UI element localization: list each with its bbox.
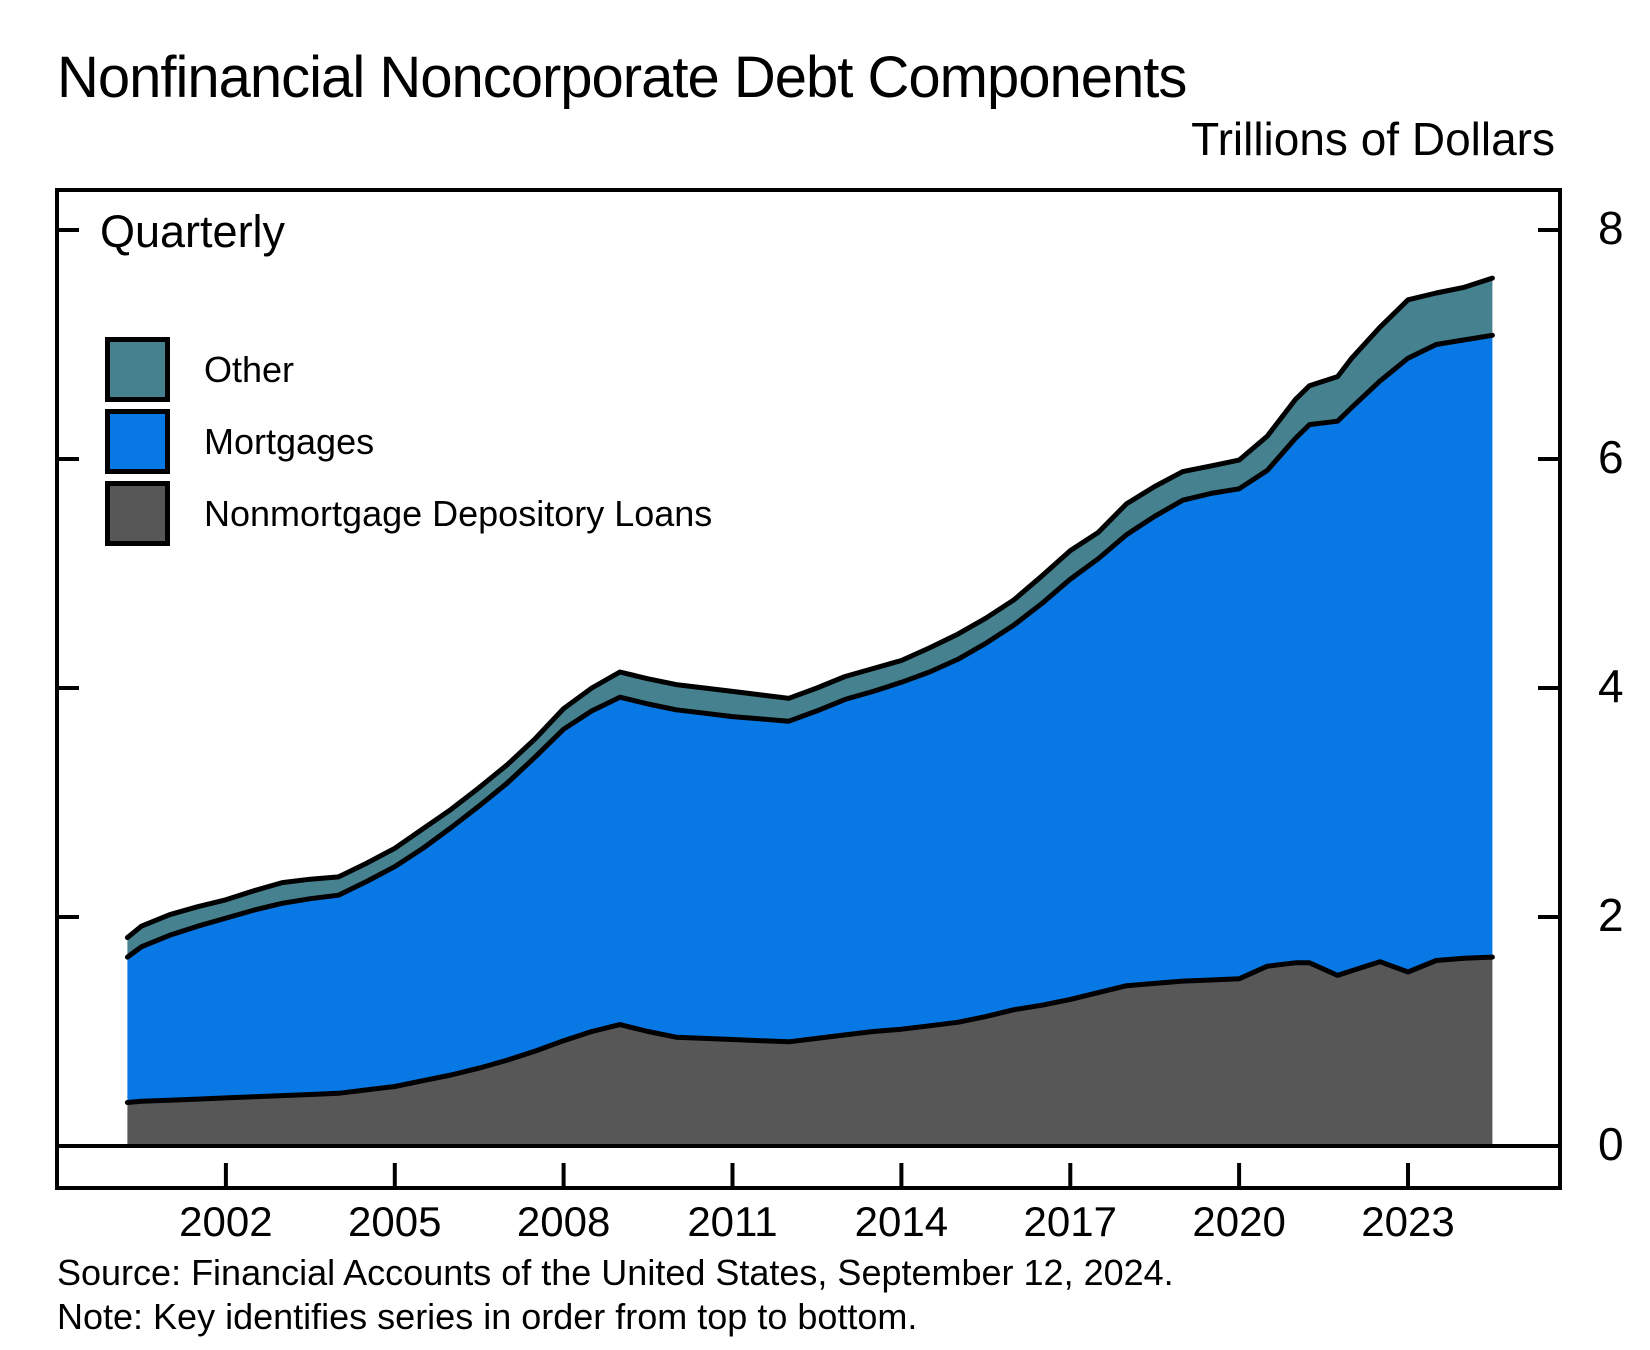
legend-item-mortgages: Mortgages	[105, 409, 712, 474]
x-axis-label-2002: 2002	[179, 1198, 273, 1245]
y-axis-units-label: Trillions of Dollars	[1191, 113, 1555, 165]
legend-label: Mortgages	[204, 420, 375, 462]
x-axis-label-2023: 2023	[1361, 1198, 1455, 1245]
y-axis-label-0: 0	[1598, 1117, 1624, 1170]
legend-label: Nonmortgage Depository Loans	[204, 492, 713, 534]
frequency-label: Quarterly	[100, 206, 286, 257]
chart-title: Nonfinancial Noncorporate Debt Component…	[57, 45, 1187, 110]
note-text: Note: Key identifies series in order fro…	[57, 1296, 918, 1337]
legend-swatch-icon	[105, 481, 170, 546]
boundary-nonmortgage-depository-loans	[124, 954, 1495, 1105]
boundary-other	[124, 275, 1495, 941]
y-axis-label-2: 2	[1598, 888, 1624, 941]
x-axis-label-2014: 2014	[854, 1198, 949, 1245]
legend-item-other: Other	[105, 337, 712, 402]
y-axis-label-6: 6	[1598, 430, 1624, 483]
legend: Other Mortgages Nonmortgage Depository Loa…	[105, 337, 712, 553]
legend-item-nonmortgage-depository-loans: Nonmortgage Depository Loans	[105, 481, 712, 546]
legend-swatch-icon	[105, 337, 170, 402]
area-nonmortgage-depository-loans	[127, 957, 1493, 1146]
y-axis-label-8: 8	[1598, 201, 1624, 254]
legend-swatch-icon	[105, 409, 170, 474]
x-axis-label-2005: 2005	[348, 1198, 442, 1245]
x-axis-label-2008: 2008	[516, 1198, 611, 1245]
x-axis-label-2017: 2017	[1023, 1198, 1117, 1245]
boundary-mortgages	[124, 332, 1495, 960]
legend-label: Other	[204, 348, 295, 390]
source-note: Source: Financial Accounts of the United…	[57, 1252, 1174, 1293]
x-axis-label-2011: 2011	[687, 1198, 778, 1245]
area-mortgages	[127, 335, 1493, 1103]
y-axis-label-4: 4	[1598, 659, 1624, 712]
x-axis-label-2020: 2020	[1192, 1198, 1286, 1245]
date-axis-strip	[55, 1144, 1562, 1190]
